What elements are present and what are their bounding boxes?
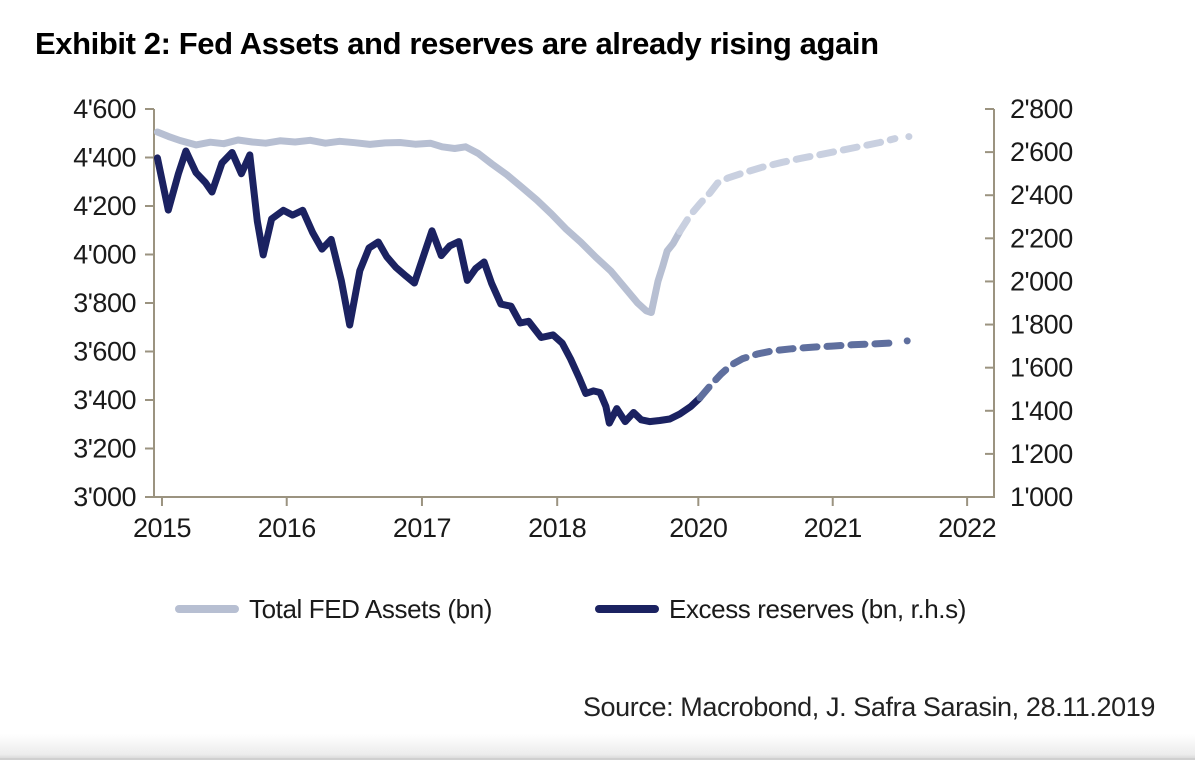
x-axis-label: 2020 — [669, 513, 727, 543]
x-axis-label: 2021 — [804, 513, 862, 543]
y-axis-left-label: 3'600 — [73, 337, 136, 367]
y-axis-right-label: 2'600 — [1010, 137, 1073, 167]
y-axis-left-label: 3'200 — [73, 434, 136, 464]
y-axis-right-label: 1'200 — [1010, 439, 1073, 469]
y-axis-right-label: 2'400 — [1010, 180, 1073, 210]
y-axis-right-label: 2'800 — [1010, 94, 1073, 124]
legend-item-total-fed-assets: Total FED Assets (bn) — [175, 594, 492, 624]
y-axis-left-label: 4'600 — [73, 94, 136, 124]
x-axis-label: 2017 — [393, 513, 451, 543]
x-axis-label: 2016 — [258, 513, 316, 543]
page-bottom-edge — [0, 734, 1195, 760]
legend-item-excess-reserves: Excess reserves (bn, r.h.s) — [595, 594, 966, 624]
y-axis-left-label: 4'000 — [73, 240, 136, 270]
x-axis-label: 2015 — [133, 513, 191, 543]
y-axis-right-label: 1'000 — [1010, 482, 1073, 512]
legend-label-total-fed-assets: Total FED Assets (bn) — [249, 593, 493, 624]
y-axis-left-label: 4'400 — [73, 143, 136, 173]
chart-title: Exhibit 2: Fed Assets and reserves are a… — [35, 26, 879, 61]
legend-label-excess-reserves: Excess reserves (bn, r.h.s) — [669, 593, 966, 624]
series-line-total-fed-assets — [153, 128, 684, 316]
series-line-total-fed-assets-forecast — [676, 135, 899, 235]
y-axis-right-label: 1'600 — [1010, 353, 1073, 383]
series-line-excess-reserves-forecast — [696, 339, 897, 402]
series-forecast-end-dot — [903, 337, 911, 345]
source-attribution: Source: Macrobond, J. Safra Sarasin, 28.… — [582, 692, 1155, 722]
series-line-excess-reserves — [153, 147, 704, 427]
y-axis-right-label: 2'200 — [1010, 223, 1073, 253]
y-axis-left-label: 3'000 — [73, 482, 136, 512]
y-axis-right-label: 2'000 — [1010, 266, 1073, 296]
y-axis-left-label: 3'400 — [73, 385, 136, 415]
y-axis-left-label: 3'800 — [73, 288, 136, 318]
y-axis-right-label: 1'400 — [1010, 396, 1073, 426]
legend-swatch-total-fed-assets — [175, 605, 239, 613]
chart-legend: Total FED Assets (bn) Excess reserves (b… — [0, 594, 1195, 628]
y-axis-right-label: 1'800 — [1010, 310, 1073, 340]
x-axis-label: 2022 — [938, 513, 996, 543]
axis-frame — [153, 109, 995, 498]
y-axis-left-label: 4'200 — [73, 191, 136, 221]
legend-swatch-excess-reserves — [595, 605, 659, 613]
x-axis-label: 2018 — [528, 513, 586, 543]
series-forecast-end-dot — [905, 133, 913, 141]
